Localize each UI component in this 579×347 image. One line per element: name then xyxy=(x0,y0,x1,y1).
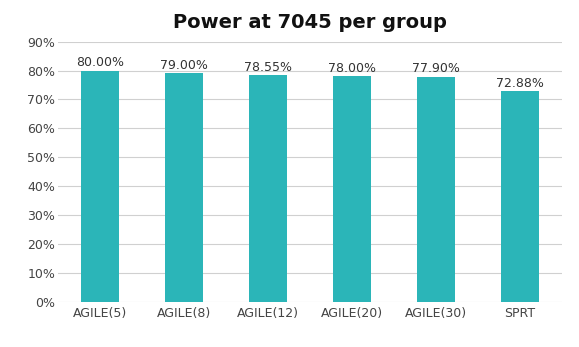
Bar xyxy=(417,77,455,302)
Text: 79.00%: 79.00% xyxy=(160,59,208,72)
Text: 78.55%: 78.55% xyxy=(244,61,292,74)
Bar xyxy=(81,70,119,302)
Text: 77.90%: 77.90% xyxy=(412,62,460,75)
Text: 78.00%: 78.00% xyxy=(328,62,376,75)
Bar xyxy=(333,76,371,302)
Title: Power at 7045 per group: Power at 7045 per group xyxy=(173,13,447,32)
Bar xyxy=(501,91,538,302)
Bar xyxy=(165,74,203,302)
Text: 72.88%: 72.88% xyxy=(496,77,544,90)
Text: 80.00%: 80.00% xyxy=(76,57,124,69)
Bar xyxy=(249,75,287,302)
